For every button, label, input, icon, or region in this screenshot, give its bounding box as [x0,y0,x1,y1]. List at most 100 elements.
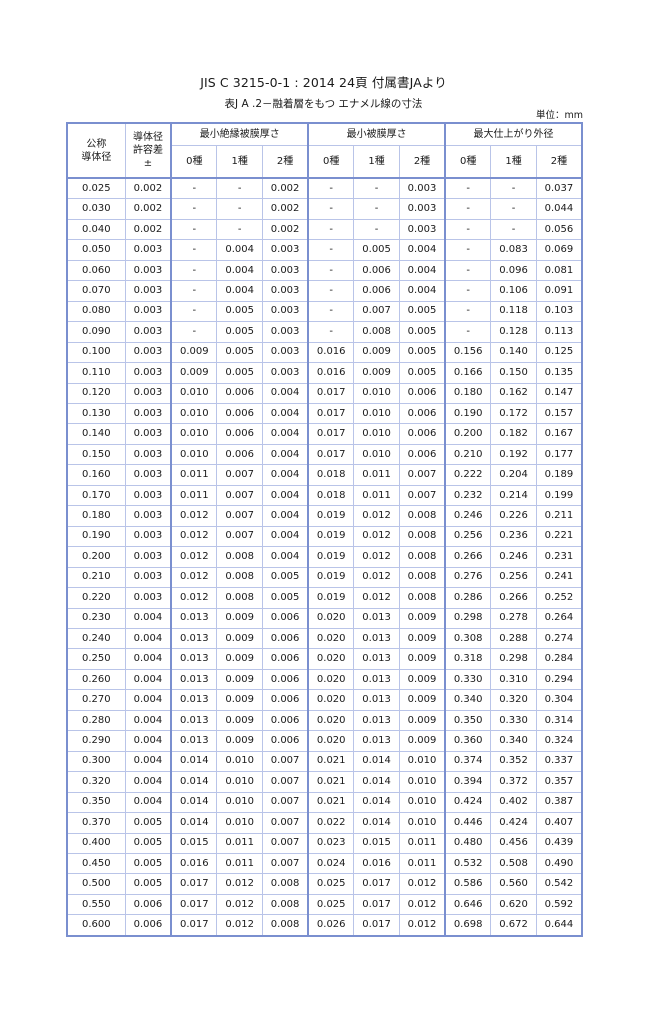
header-tolerance-line: 許容差 [132,145,163,156]
table-row: 0.120 0.003 0.010 0.006 0.004 0.017 0.010 0.006… [66,382,583,404]
table-cell: 0.004 [262,464,309,486]
table-cell: 0.220 [66,587,126,609]
table-cell: 0.017 [170,914,218,937]
table-cell: 0.011 [353,464,400,486]
table-cell: 0.010 [170,382,218,404]
table-cell: 0.003 [124,341,172,364]
table-cell: 0.017 [353,873,400,895]
table-cell: 0.284 [535,648,583,670]
header-class-0-1: 1種 [216,145,264,179]
table-cell: 0.008 [353,321,400,343]
table-cell: 0.011 [170,484,218,507]
table-cell: 0.017 [170,893,218,916]
table-cell: 0.025 [307,873,355,895]
header-class-1-1: 1種 [353,145,400,179]
table-cell: 0.011 [353,484,400,507]
table-cell: 0.456 [490,832,537,854]
table-cell: 0.166 [444,362,492,384]
table-row: 0.320 0.004 0.014 0.010 0.007 0.021 0.014 0.010… [66,771,583,793]
table-cell: 0.002 [262,218,309,241]
table-row: 0.080 0.003-0.005 0.003-0.007 0.005-0.118 0.… [66,300,583,323]
table-cell: 0.006 [353,280,400,302]
table-cell: 0.007 [216,505,264,527]
table-cell: 0.592 [535,893,583,916]
table-cell: 0.009 [216,648,264,670]
table-cell: 0.026 [307,914,355,937]
header-class-0-0: 0種 [170,145,218,179]
table-cell: 0.003 [124,464,172,486]
table-cell: 0.060 [66,259,126,282]
table-cell: 0.012 [170,587,218,609]
table-cell: 0.232 [444,484,492,507]
table-cell: 0.130 [66,402,126,425]
table-cell: 0.288 [490,627,537,650]
table-cell: 0.008 [216,546,264,568]
table-cell: 0.211 [535,505,583,527]
table-cell: 0.156 [444,341,492,364]
table-cell: 0.012 [170,505,218,527]
table-cell: 0.190 [66,525,126,548]
table-cell: 0.337 [535,750,583,773]
table-row: 0.060 0.003-0.004 0.003-0.006 0.004-0.096 0.… [66,259,583,282]
table-cell: 0.012 [353,525,400,548]
table-cell: 0.014 [170,791,218,814]
table-cell: - [307,259,355,282]
table-cell: 0.003 [124,505,172,527]
table-cell: 0.004 [262,546,309,568]
table-cell: 0.007 [216,525,264,548]
table-cell: 0.008 [398,505,446,527]
table-cell: 0.069 [535,239,583,261]
table-cell: 0.162 [490,382,537,404]
table-cell: 0.140 [490,341,537,364]
table-cell: 0.370 [66,812,126,834]
table-cell: 0.004 [262,423,309,445]
table-cell: 0.009 [170,341,218,364]
table-row: 0.140 0.003 0.010 0.006 0.004 0.017 0.010 0.006… [66,423,583,445]
table-cell: 0.125 [535,341,583,364]
table-cell: 0.013 [170,627,218,650]
table-cell: 0.011 [216,852,264,875]
table-cell: 0.170 [66,484,126,507]
table-cell: 0.009 [398,668,446,691]
table-cell: 0.017 [353,914,400,937]
table-cell: 0.014 [170,812,218,834]
table-cell: 0.500 [66,873,126,895]
table-cell: - [307,218,355,241]
table-cell: - [170,239,218,261]
table-row: 0.450 0.005 0.016 0.011 0.007 0.024 0.016 0.011… [66,852,583,875]
table-cell: 0.532 [444,852,492,875]
table-cell: 0.147 [535,382,583,404]
table-cell: 0.012 [353,566,400,589]
table-cell: 0.010 [170,402,218,425]
table-cell: - [307,300,355,323]
table-cell: 0.023 [307,832,355,854]
table-cell: 0.006 [353,259,400,282]
table-cell: 0.013 [170,730,218,752]
table-cell: 0.480 [444,832,492,854]
table-cell: 0.542 [535,873,583,895]
table-cell: 0.014 [353,750,400,773]
table-cell: 0.013 [353,689,400,711]
table-cell: 0.090 [66,321,126,343]
table-cell: 0.004 [216,259,264,282]
table-cell: 0.007 [216,484,264,507]
table-cell: - [307,239,355,261]
table-row: 0.270 0.004 0.013 0.009 0.006 0.020 0.013 0.009… [66,689,583,711]
table-cell: 0.357 [535,771,583,793]
table-cell: 0.189 [535,464,583,486]
table-cell: 0.222 [444,464,492,486]
table-cell: 0.278 [490,607,537,629]
table-cell: 0.005 [124,812,172,834]
table-cell: 0.017 [307,402,355,425]
table-cell: 0.264 [535,607,583,629]
table-cell: 0.005 [216,300,264,323]
table-cell: 0.004 [262,525,309,548]
table-cell: 0.044 [535,198,583,220]
table-cell: 0.113 [535,321,583,343]
table-cell: 0.009 [216,709,264,732]
table-cell: 0.024 [307,852,355,875]
table-cell: 0.252 [535,587,583,609]
table-cell: 0.010 [216,791,264,814]
table-row: 0.025 0.002- -0.002- -0.003- -0.037 [66,177,583,200]
table-cell: 0.005 [124,852,172,875]
